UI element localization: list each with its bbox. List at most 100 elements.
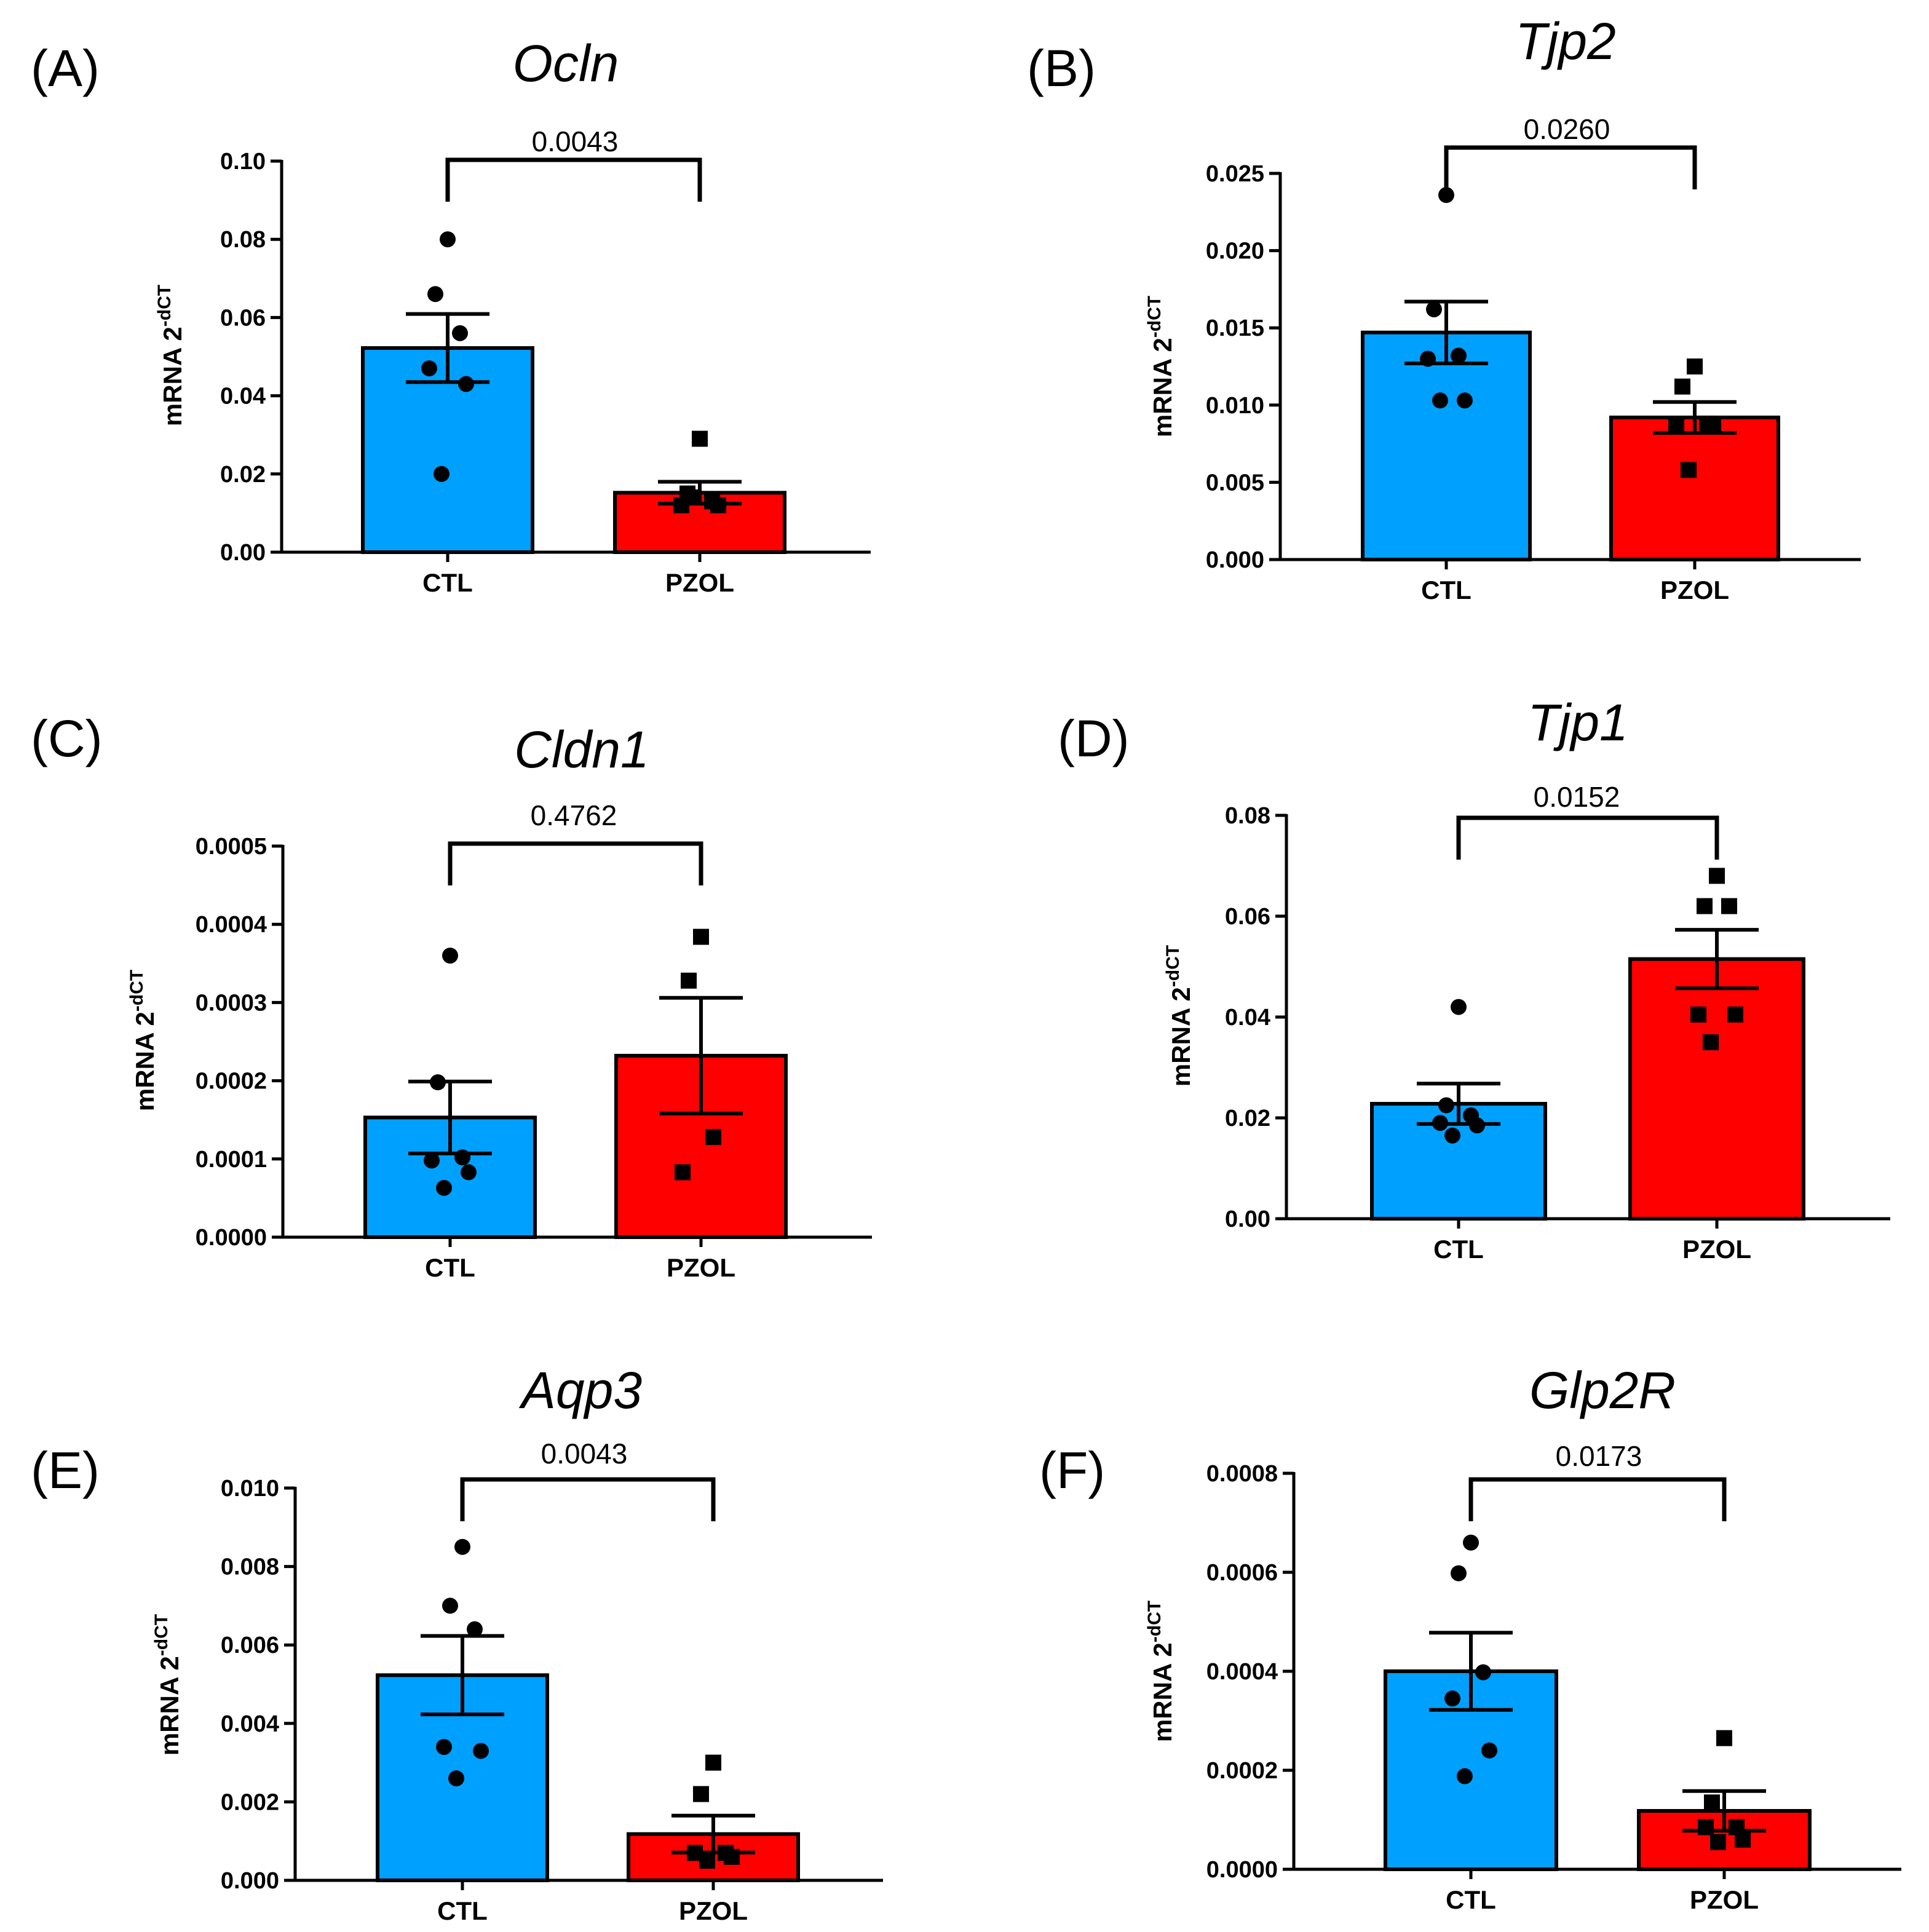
chart-panel-6: (F) Glp2R 0.0000 0.0002 0.0004 0.0006 0.0008 CT… xyxy=(1039,1361,1901,1914)
x-tick-label: CTL xyxy=(1446,1885,1496,1914)
data-point-ctl xyxy=(467,1621,483,1637)
data-point-ctl xyxy=(461,1164,477,1181)
data-point-ctl xyxy=(458,376,474,392)
data-point-ctl xyxy=(1438,187,1454,204)
p-value-label: 0.0173 xyxy=(1556,1440,1642,1472)
chart-panel-3: (C) Cldn1 0.0000 0.0001 0.0002 0.0003 0.0004 0.… xyxy=(31,710,872,1282)
y-tick-label: 0.000 xyxy=(221,1868,279,1894)
data-point-ctl xyxy=(442,948,458,964)
data-point-pzol xyxy=(699,1853,715,1869)
data-point-ctl xyxy=(1481,1742,1497,1759)
data-point-pzol xyxy=(710,497,726,513)
bar-ctl xyxy=(1361,330,1532,562)
y-axis-label: mRNA 2-dCT xyxy=(1144,296,1177,437)
y-tick-label: 0.010 xyxy=(1206,393,1264,419)
data-point-pzol xyxy=(724,1848,740,1865)
x-tick-label: PZOL xyxy=(1660,576,1729,604)
data-point-ctl xyxy=(1444,1127,1460,1144)
data-point-pzol xyxy=(1716,1730,1732,1746)
data-point-ctl xyxy=(473,1743,489,1759)
chart-title: Ocln xyxy=(513,34,619,92)
y-axis-label: mRNA 2-dCT xyxy=(151,1614,184,1756)
y-tick-label: 0.0006 xyxy=(1206,1560,1278,1586)
data-point-ctl xyxy=(448,1770,464,1787)
x-tick-label: PZOL xyxy=(679,1896,748,1925)
data-point-pzol xyxy=(1705,417,1721,434)
data-point-pzol xyxy=(705,1129,721,1146)
y-tick-label: 0.0008 xyxy=(1206,1461,1278,1487)
y-axis-label: mRNA 2-dCT xyxy=(154,285,187,426)
data-point-ctl xyxy=(1457,392,1473,409)
y-tick-label: 0.08 xyxy=(1225,803,1270,829)
data-point-pzol xyxy=(1681,462,1697,478)
x-tick-label: PZOL xyxy=(1682,1235,1751,1264)
y-tick-label: 0.04 xyxy=(1225,1005,1270,1031)
data-point-ctl xyxy=(452,325,468,341)
x-tick-label: PZOL xyxy=(665,568,734,597)
significance-bracket xyxy=(1444,145,1697,189)
y-tick-label: 0.02 xyxy=(1225,1106,1270,1131)
y-tick-label: 0.015 xyxy=(1206,315,1264,341)
x-tick-label: PZOL xyxy=(667,1253,735,1282)
data-point-ctl xyxy=(1420,350,1436,367)
data-point-pzol xyxy=(1721,898,1737,914)
data-point-pzol xyxy=(693,1786,709,1802)
p-value-label: 0.4762 xyxy=(531,799,617,831)
y-tick-label: 0.04 xyxy=(220,384,266,410)
data-point-pzol xyxy=(1668,417,1684,434)
data-point-ctl xyxy=(427,286,443,303)
data-point-ctl xyxy=(1451,1565,1467,1582)
data-point-ctl xyxy=(1432,392,1448,409)
y-axis-label-main: mRNA 2 xyxy=(130,1012,159,1111)
data-point-pzol xyxy=(1704,1794,1720,1811)
y-tick-label: 0.0004 xyxy=(1206,1659,1278,1685)
y-tick-label: 0.020 xyxy=(1206,239,1264,264)
y-tick-label: 0.006 xyxy=(221,1633,279,1658)
data-point-pzol xyxy=(693,928,709,945)
y-tick-label: 0.10 xyxy=(220,149,266,175)
x-tick-label: CTL xyxy=(1433,1235,1484,1264)
significance-bracket xyxy=(1468,1477,1727,1521)
y-axis-label: mRNA 2-dCT xyxy=(1163,945,1195,1087)
data-point-ctl xyxy=(442,1597,458,1614)
y-tick-label: 0.0004 xyxy=(196,912,267,938)
y-axis-label-superscript: -dCT xyxy=(154,285,175,327)
y-tick-label: 0.010 xyxy=(221,1476,279,1502)
data-point-pzol xyxy=(1698,1819,1714,1835)
panel-letter: (E) xyxy=(31,1441,100,1499)
data-point-ctl xyxy=(430,1074,446,1091)
x-tick-label: CTL xyxy=(422,568,473,597)
chart-panel-4: (D) Tjp1 0.00 0.02 0.04 0.06 0.08 CTL PZOL mRNA 2… xyxy=(1058,694,1890,1264)
y-axis-label-main: mRNA 2 xyxy=(1148,338,1177,437)
data-point-ctl xyxy=(424,1152,440,1169)
data-point-ctl xyxy=(436,1179,452,1196)
y-tick-label: 0.0003 xyxy=(196,990,267,1016)
data-point-ctl xyxy=(454,1149,470,1166)
panel-letter: (C) xyxy=(31,710,103,767)
y-tick-label: 0.0000 xyxy=(196,1225,267,1251)
data-point-pzol xyxy=(1690,1006,1706,1023)
data-point-pzol xyxy=(1687,358,1703,374)
panel-letter: (B) xyxy=(1027,39,1096,97)
data-point-ctl xyxy=(436,1739,452,1756)
significance-bracket xyxy=(1456,815,1719,860)
p-value-label: 0.0043 xyxy=(532,125,619,157)
y-tick-label: 0.0005 xyxy=(196,834,267,860)
y-tick-label: 0.02 xyxy=(220,462,266,488)
y-tick-label: 0.0002 xyxy=(1206,1758,1278,1784)
data-point-ctl xyxy=(434,465,450,482)
panel-letter: (F) xyxy=(1039,1441,1105,1499)
y-tick-label: 0.025 xyxy=(1206,161,1264,187)
data-point-ctl xyxy=(1451,347,1467,364)
y-axis-label-superscript: -dCT xyxy=(151,1614,172,1656)
y-tick-label: 0.002 xyxy=(221,1789,279,1815)
panel-letter: (A) xyxy=(31,39,100,97)
p-value-label: 0.0260 xyxy=(1524,113,1610,145)
y-tick-label: 0.000 xyxy=(1206,547,1264,573)
data-point-pzol xyxy=(1735,1831,1751,1848)
data-point-pzol xyxy=(692,430,708,447)
chart-panel-1: (A) Ocln 0.00 0.02 0.04 0.06 0.08 0.10 CTL PZOL mR… xyxy=(31,34,871,597)
y-tick-label: 0.06 xyxy=(220,305,266,331)
data-point-ctl xyxy=(1475,1664,1491,1681)
